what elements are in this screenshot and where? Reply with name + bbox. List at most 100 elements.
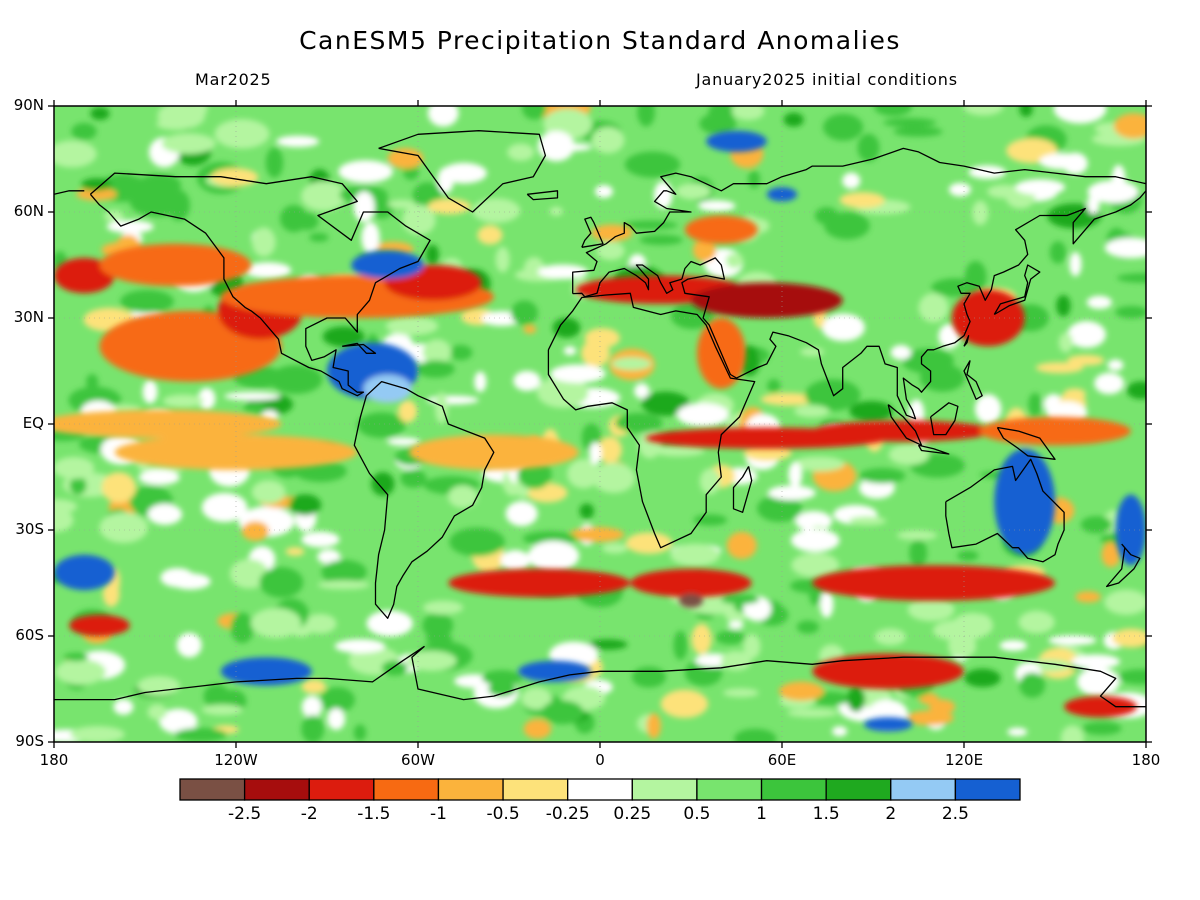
coastline [1105, 543, 1141, 588]
anomaly-patch [120, 289, 174, 313]
anomaly-patch [334, 639, 386, 654]
anomaly-patch [849, 400, 894, 422]
anomaly-region [69, 614, 130, 637]
colorbar-swatch [954, 778, 1021, 801]
coastline [945, 458, 1065, 563]
colorbar-tick-label: 1.5 [813, 804, 840, 824]
anomaly-patch [387, 148, 424, 169]
colorbar-swatch [502, 778, 569, 801]
anomaly-patch [176, 632, 202, 658]
colorbar-tick-label: -2 [301, 804, 318, 824]
coastline [732, 466, 753, 513]
lon-label-180w: 180 [39, 751, 69, 769]
anomaly-patch [425, 244, 439, 265]
anomaly-patch [71, 122, 97, 141]
anomaly-patch [361, 222, 380, 254]
map-gridlines [54, 106, 1146, 742]
colorbar-swatch [890, 778, 957, 801]
anomaly-patch [987, 184, 1022, 199]
anomaly-patch [1019, 672, 1046, 698]
anomaly-patch [888, 444, 930, 466]
anomaly-patch [425, 633, 453, 645]
anomaly-patch [435, 392, 448, 424]
anomaly-patch [422, 612, 454, 639]
anomaly-patch [1104, 589, 1146, 615]
anomaly-region [678, 593, 704, 608]
anomaly-patch [477, 225, 503, 245]
anomaly-region [448, 568, 631, 598]
anomaly-region [54, 409, 282, 439]
anomaly-patch [366, 610, 413, 637]
anomaly-patch [918, 293, 949, 323]
colorbar-tick-label: 0.25 [613, 804, 651, 824]
anomaly-region [1115, 494, 1146, 566]
coastline [572, 147, 1146, 294]
anomaly-patch [353, 191, 375, 223]
lat-label-30n: 30N [13, 308, 44, 326]
colorbar-tick-label: -0.5 [486, 804, 519, 824]
anomaly-region [630, 568, 752, 598]
anomaly-patch [584, 328, 620, 348]
anomaly-patch [224, 392, 280, 401]
anomaly-patch [381, 660, 408, 676]
anomaly-patch [54, 508, 74, 532]
anomaly-patch [1080, 516, 1113, 534]
anomaly-patch [1015, 179, 1066, 195]
anomaly-patch [1117, 669, 1146, 685]
anomaly-patch [1101, 542, 1121, 568]
colorbar-swatch [243, 778, 310, 801]
anomaly-patch [692, 237, 717, 262]
anomaly-patch [156, 118, 195, 130]
coastline [681, 190, 1146, 420]
coastline [54, 190, 85, 195]
anomaly-patch [957, 550, 979, 561]
lon-label-120e: 120E [944, 751, 984, 769]
anomaly-patch [174, 727, 228, 742]
anomaly-patch [596, 241, 625, 261]
anomaly-patch [641, 391, 690, 416]
anomaly-patch [371, 471, 395, 496]
anomaly-patch [99, 512, 148, 544]
anomaly-patch [385, 316, 439, 336]
anomaly-patch [588, 639, 628, 650]
anomaly-patch [1039, 153, 1085, 170]
colorbar-swatch [308, 778, 375, 801]
anomaly-patch [693, 514, 728, 526]
anomaly-patch [55, 659, 106, 685]
anomaly-patch [427, 106, 459, 127]
anomaly-patch [757, 494, 803, 523]
coastline [993, 264, 1041, 316]
anomaly-patch [541, 700, 584, 725]
anomaly-patch [723, 688, 759, 698]
anomaly-patch [1094, 372, 1125, 395]
anomaly-patch [972, 200, 989, 226]
coastline [526, 190, 559, 201]
anomaly-patch [523, 719, 552, 739]
coastline [353, 380, 495, 619]
anomaly-patch [90, 107, 110, 120]
anomaly-region [979, 416, 1131, 446]
colorbar-tick-label: 1 [756, 804, 767, 824]
anomaly-patch [1048, 635, 1097, 646]
anomaly-patch [449, 344, 473, 361]
anomaly-patch [908, 399, 925, 428]
colorbar-tick-label: -0.25 [546, 804, 590, 824]
coastline [342, 342, 377, 354]
anomaly-patch [783, 112, 804, 127]
anomaly-patch [241, 521, 270, 541]
coastline [581, 216, 604, 248]
anomaly-patch [848, 516, 887, 526]
anomaly-patch [198, 387, 216, 410]
anomaly-patch [523, 325, 537, 334]
anomaly-patch [527, 540, 580, 571]
anomaly-patch [823, 113, 864, 141]
lon-label-60e: 60E [767, 751, 797, 769]
anomaly-region [518, 660, 591, 682]
anomaly-patch [715, 630, 746, 645]
anomaly-patch [296, 212, 319, 231]
lat-label-90n: 90N [13, 96, 44, 114]
anomaly-patch [521, 106, 547, 120]
anomaly-patch [189, 106, 208, 117]
anomaly-patch [847, 686, 866, 712]
